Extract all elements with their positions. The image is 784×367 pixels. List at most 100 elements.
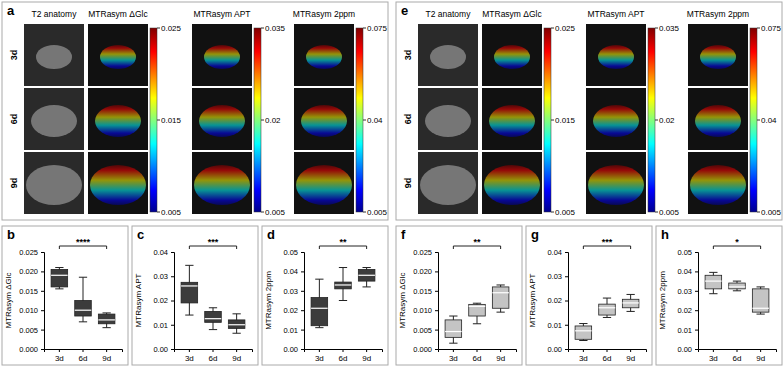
panel-label: e: [401, 3, 408, 18]
x-tick-mark: [59, 349, 60, 352]
x-tick-mark: [189, 349, 190, 352]
whisker-cap-max: [449, 316, 457, 317]
y-tick: 0.01: [153, 321, 174, 330]
box: [228, 320, 245, 328]
y-tick-label: 0.000: [413, 345, 432, 354]
colorbar-tick: [757, 120, 760, 121]
y-tick-label: 0.03: [153, 272, 168, 281]
whisker-cap-max: [603, 298, 611, 299]
y-tick: 0.00: [153, 345, 174, 354]
panel-frame: [2, 226, 128, 365]
x-tick-mark: [343, 349, 344, 352]
x-tick: 9d: [496, 349, 505, 363]
significance-label: **: [473, 237, 481, 247]
y-tick-label: 0.04: [547, 248, 562, 257]
box: [181, 282, 198, 303]
x-tick: 6d: [603, 349, 612, 363]
image-placeholder: [90, 165, 146, 205]
y-tick: 0.02: [283, 306, 304, 315]
y-tick: 0.00: [677, 345, 698, 354]
panel-frame: [132, 226, 258, 365]
row-label: 3d: [9, 50, 19, 61]
image-cell: [294, 88, 354, 150]
x-tick-label: 3d: [449, 354, 458, 363]
colorbar-tick-label: 0.005: [555, 208, 576, 217]
image-cell: [586, 152, 646, 214]
y-tick: 0.025: [19, 248, 44, 257]
median: [228, 324, 245, 325]
y-axis: 0.000.010.020.030.04: [153, 248, 174, 354]
column-title: MTRasym 2ppm: [687, 9, 749, 19]
colorbar-tick-label: 0.02: [265, 116, 281, 125]
image-placeholder: [593, 105, 639, 137]
image-cell: [688, 88, 748, 150]
colorbar-tick: [551, 212, 554, 213]
y-axis-title: MTRasym APT: [134, 273, 143, 327]
y-axis-title: MTRasym ΔGlc: [4, 272, 13, 328]
colorbar-tick: [363, 28, 366, 29]
y-tick-mark: [435, 271, 438, 272]
box: [752, 289, 769, 312]
x-tick-mark: [630, 349, 631, 352]
panel-label: b: [7, 227, 15, 242]
y-tick-mark: [565, 325, 568, 326]
significance-label: **: [339, 237, 347, 247]
whisker-cap-max: [363, 267, 371, 268]
y-tick: 0.005: [19, 326, 44, 335]
y-tick-label: 0.020: [413, 267, 432, 276]
median: [311, 308, 328, 309]
y-tick: 0.02: [153, 296, 174, 305]
x-tick-mark: [106, 349, 107, 352]
box: [469, 304, 486, 316]
image-cell: [88, 88, 148, 150]
image-placeholder: [588, 165, 644, 205]
colorbar-tick: [157, 212, 160, 213]
x-tick-label: 6d: [473, 354, 482, 363]
figure: aT2 anatomyMTRasym ΔGlc0.0050.0150.025MT…: [0, 0, 784, 367]
y-tick: 0.03: [283, 287, 304, 296]
row-label: 6d: [9, 114, 19, 125]
whisker-cap-min: [185, 315, 193, 316]
x-tick: 6d: [733, 349, 742, 363]
colorbar-tick: [551, 28, 554, 29]
x-tick-label: 3d: [55, 354, 64, 363]
y-tick-mark: [41, 310, 44, 311]
image-placeholder: [194, 165, 250, 205]
row-label: 6d: [403, 114, 413, 125]
y-tick-mark: [171, 276, 174, 277]
whisker-cap-min: [579, 340, 587, 341]
whisker-cap-max: [79, 277, 87, 278]
x-tick-mark: [236, 349, 237, 352]
y-tick-mark: [171, 252, 174, 253]
image-placeholder: [494, 45, 530, 69]
median: [705, 281, 722, 282]
box-marks: [445, 285, 509, 343]
colorbar: [254, 28, 261, 212]
y-tick-label: 0.025: [413, 248, 432, 257]
x-tick-label: 9d: [626, 354, 635, 363]
y-tick: 0.05: [677, 248, 698, 257]
colorbar-tick-label: 0.025: [161, 24, 182, 33]
colorbar-tick: [757, 212, 760, 213]
column-title: MTRasym APT: [587, 9, 644, 19]
y-tick-label: 0.01: [677, 326, 692, 335]
y-tick: 0.01: [547, 321, 568, 330]
x-axis: 3d6d9d: [699, 349, 777, 363]
y-tick-mark: [695, 330, 698, 331]
y-tick-mark: [695, 271, 698, 272]
image-panel: eT2 anatomyMTRasym ΔGlc0.0050.0150.025MT…: [396, 2, 782, 220]
y-tick-label: 0.015: [19, 287, 38, 296]
box-chart: b0.0000.0050.0100.0150.0200.0253d6d9dMTR…: [2, 226, 128, 365]
box-marks: [575, 294, 639, 340]
column-title: MTRasym ΔGlc: [88, 9, 148, 19]
image-cell: [24, 88, 84, 150]
image-cell: [586, 24, 646, 86]
x-tick: 9d: [362, 349, 371, 363]
panel-label: c: [137, 227, 144, 242]
y-axis-title: MTRasym ΔGlc: [398, 272, 407, 328]
column-title: MTRasym 2ppm: [293, 9, 355, 19]
x-tick-label: 6d: [339, 354, 348, 363]
x-tick-mark: [213, 349, 214, 352]
y-tick-mark: [695, 252, 698, 253]
y-tick: 0.01: [677, 326, 698, 335]
